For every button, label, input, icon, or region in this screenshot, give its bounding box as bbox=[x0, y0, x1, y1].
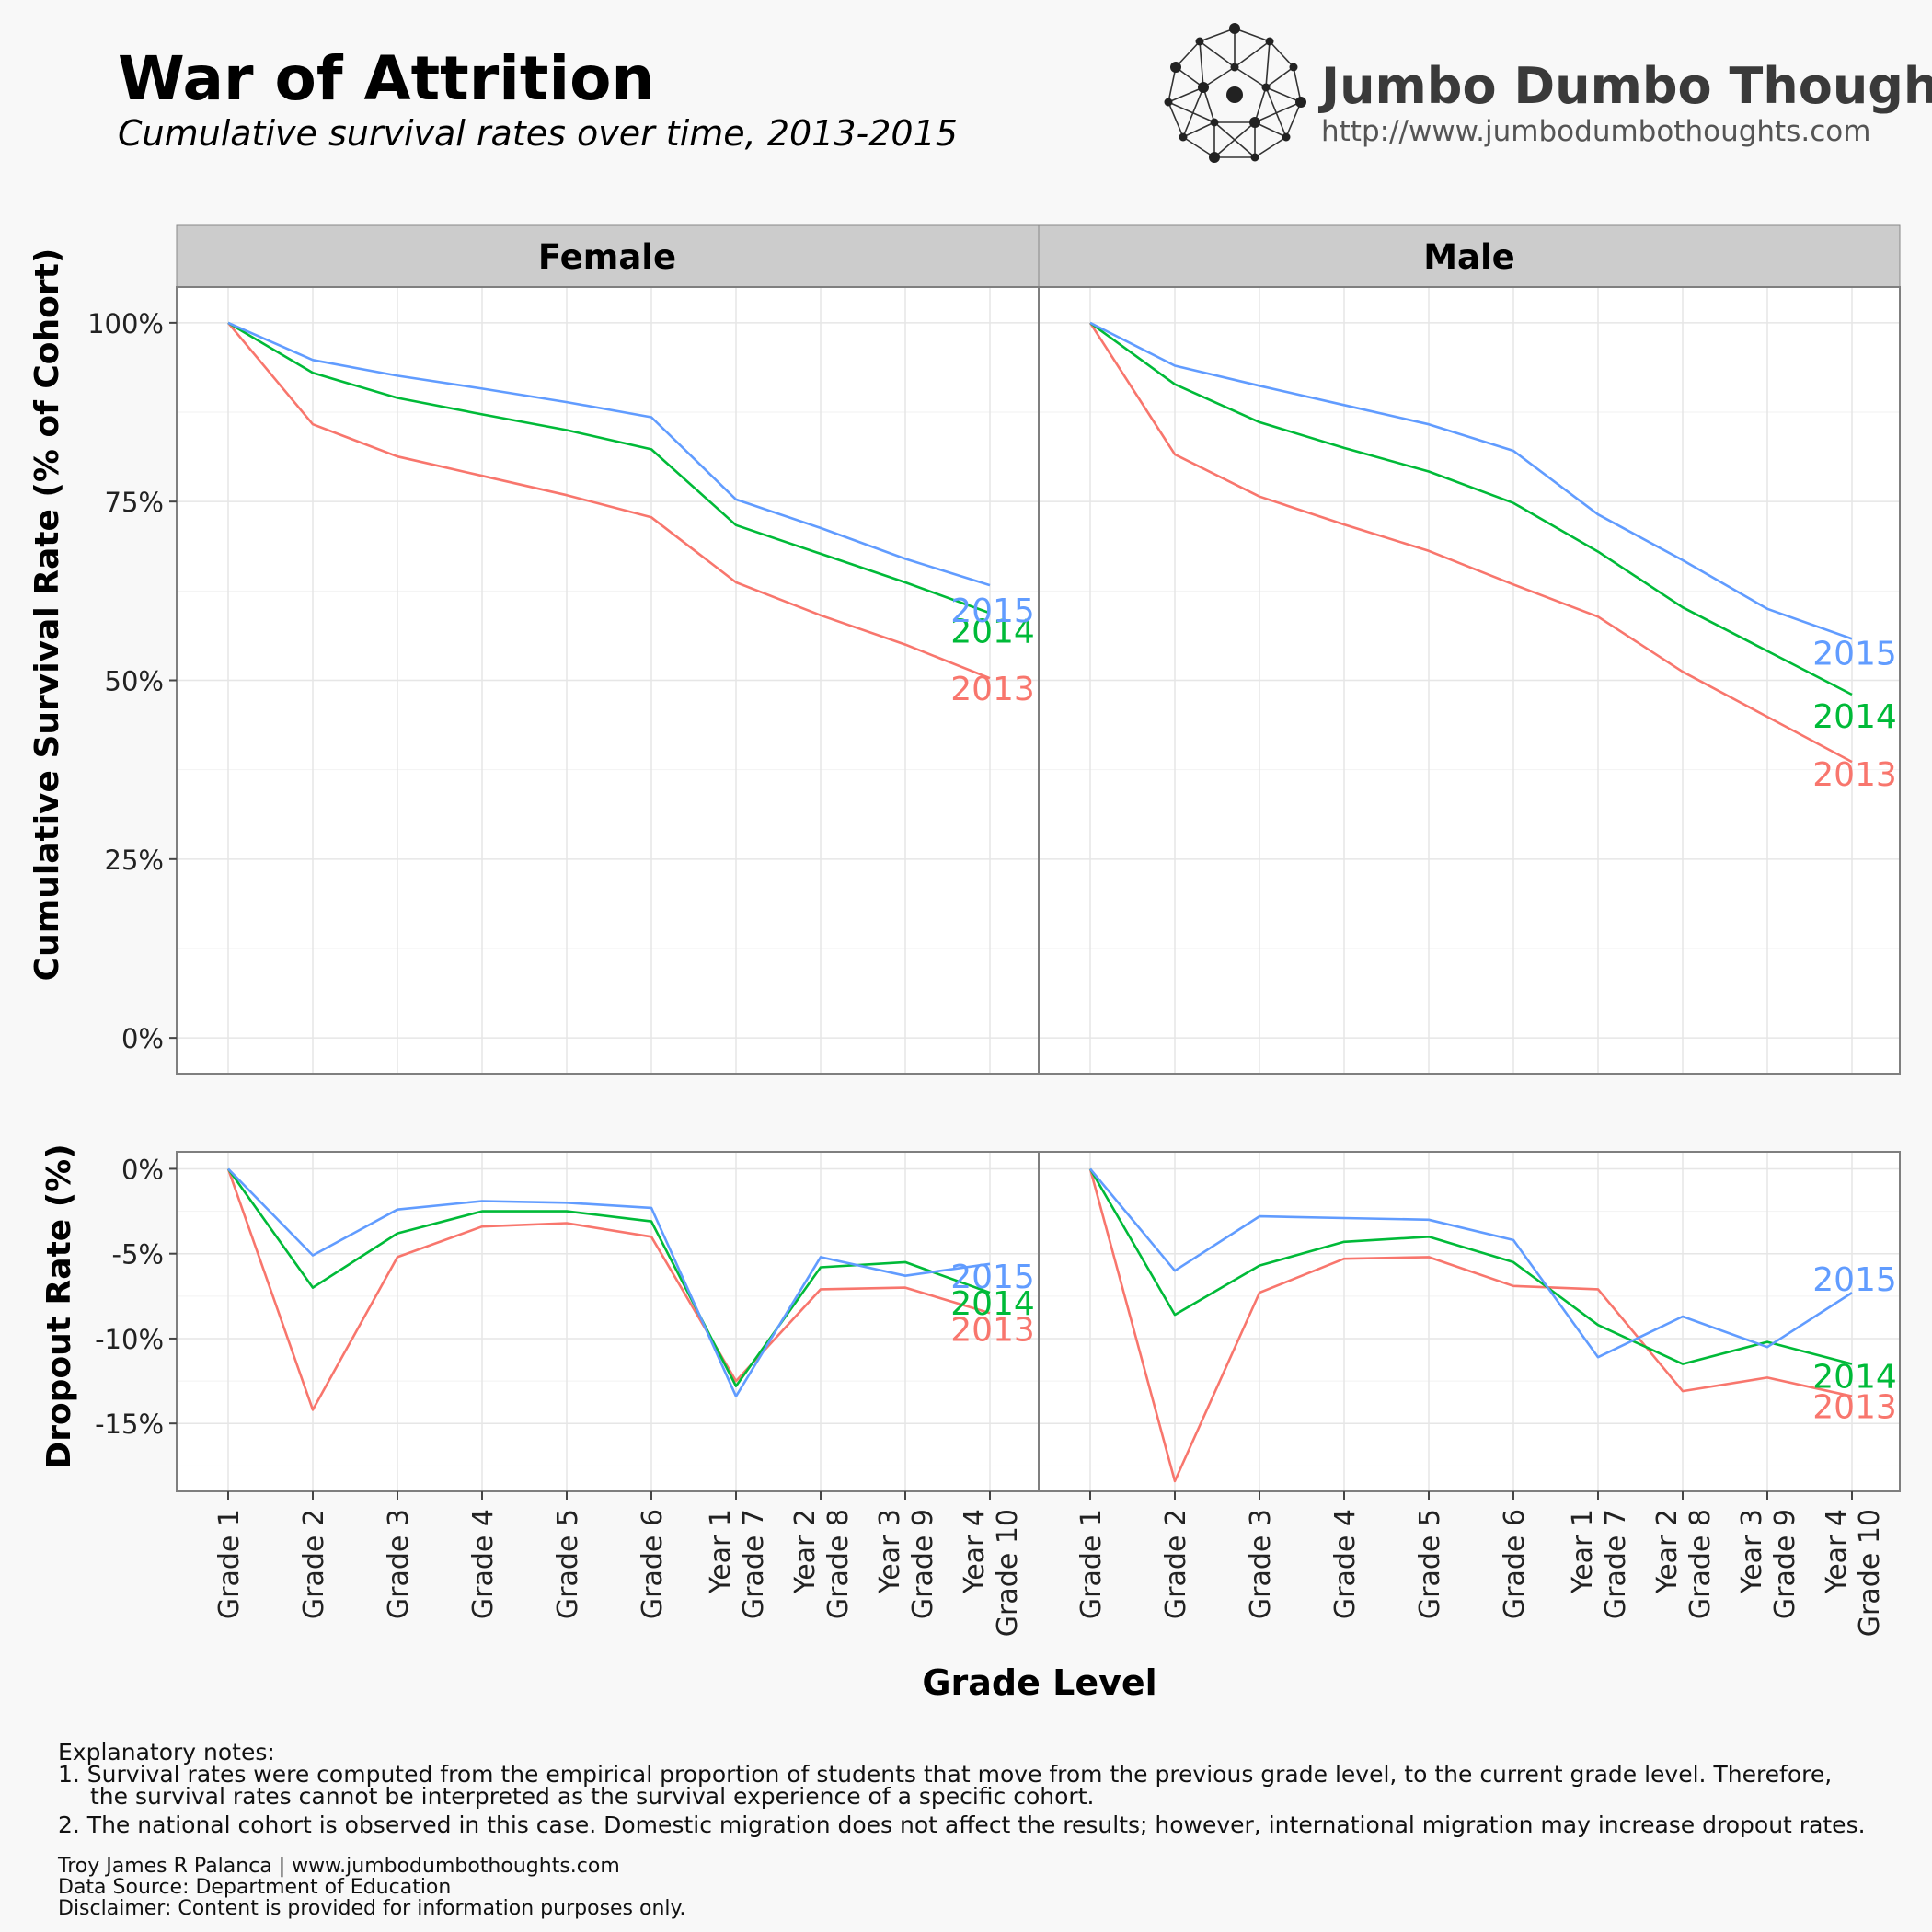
strip-female bbox=[176, 224, 1040, 288]
x-tick-label: Grade 4 bbox=[1329, 1509, 1362, 1619]
survival-panel-male: 2013 2014 2015 bbox=[1038, 286, 1901, 1075]
series-label-2013: 2013 bbox=[950, 1311, 1035, 1349]
x-tick-label: Grade 5 bbox=[552, 1509, 584, 1619]
dropout-panel-bg bbox=[177, 1152, 1039, 1491]
brand-url: http://www.jumbodumbothoughts.com bbox=[1321, 115, 1870, 148]
credit-disclaimer: Disclaimer: Content is provided for info… bbox=[58, 1897, 685, 1920]
brand-logo-icon bbox=[1164, 23, 1306, 163]
series-label-2014: 2014 bbox=[1812, 698, 1897, 736]
x-tick-label: Year 3Grade 9 bbox=[1736, 1509, 1801, 1619]
explanatory-notes: Explanatory notes: 1. Survival rates wer… bbox=[58, 1739, 1866, 1838]
x-tick-label: Year 1Grade 7 bbox=[1567, 1509, 1632, 1619]
strip-label-female: Female bbox=[538, 237, 676, 277]
series-label-2015: 2015 bbox=[1812, 1261, 1897, 1299]
notes-heading: Explanatory notes: bbox=[58, 1739, 275, 1765]
series-label-2014: 2014 bbox=[1812, 1359, 1897, 1397]
x-tick-label: Grade 4 bbox=[467, 1509, 500, 1619]
y-tick-label: 0% bbox=[121, 1023, 164, 1054]
brand-name: Jumbo Dumbo Thoughts bbox=[1317, 57, 1932, 115]
y-tick-label: -10% bbox=[95, 1324, 164, 1355]
x-tick-label: Grade 6 bbox=[1499, 1509, 1531, 1619]
note-1a: 1. Survival rates were computed from the… bbox=[58, 1761, 1832, 1788]
y-tick-label: -15% bbox=[95, 1409, 164, 1440]
series-line-2015 bbox=[227, 321, 991, 587]
x-tick-label: Year 2Grade 8 bbox=[1651, 1509, 1717, 1619]
y-tick-label: 0% bbox=[121, 1154, 164, 1185]
chart-title: War of Attrition bbox=[118, 43, 654, 114]
series-label-2014: 2014 bbox=[950, 1285, 1035, 1323]
x-tick-label: Grade 6 bbox=[637, 1509, 669, 1619]
series-line-2014 bbox=[1089, 321, 1853, 696]
y-tick-label: 100% bbox=[87, 308, 164, 339]
series-line-2014 bbox=[226, 1167, 991, 1387]
x-tick-label: Year 4Grade 10 bbox=[959, 1509, 1024, 1637]
x-tick-label: Year 2Grade 8 bbox=[789, 1509, 855, 1619]
credits: Troy James R Palanca | www.jumbodumbotho… bbox=[57, 1855, 685, 1920]
y-tick-label: 75% bbox=[105, 487, 164, 518]
series-label-2015: 2015 bbox=[950, 592, 1035, 630]
x-tick-label: Grade 3 bbox=[383, 1509, 415, 1619]
series-line-2013 bbox=[226, 1168, 991, 1411]
strip-label-male: Male bbox=[1423, 237, 1515, 277]
x-tick-label: Grade 1 bbox=[213, 1509, 246, 1619]
note-2: 2. The national cohort is observed in th… bbox=[58, 1811, 1866, 1838]
y-tick-label: -5% bbox=[112, 1239, 164, 1271]
series-line-2013 bbox=[1088, 1168, 1853, 1483]
strip-male bbox=[1038, 224, 1901, 288]
series-label-2013: 2013 bbox=[950, 671, 1035, 708]
series-label-2013: 2013 bbox=[1812, 756, 1897, 794]
y-tick-label: 50% bbox=[105, 666, 164, 697]
series-line-2014 bbox=[227, 321, 991, 615]
series-line-2015 bbox=[1089, 1167, 1853, 1359]
x-tick-label: Grade 2 bbox=[1160, 1509, 1192, 1619]
series-line-2015 bbox=[1089, 321, 1853, 640]
panel-border bbox=[1038, 1151, 1901, 1492]
chart-subtitle: Cumulative survival rates over time, 201… bbox=[118, 113, 958, 154]
credit-author: Troy James R Palanca | www.jumbodumbotho… bbox=[57, 1855, 620, 1878]
survival-y-axis-title: Cumulative Survival Rate (% of Cohort) bbox=[29, 248, 66, 982]
x-tick-label: Grade 3 bbox=[1245, 1509, 1277, 1619]
x-tick-label: Year 3Grade 9 bbox=[874, 1509, 939, 1619]
series-label-2014: 2014 bbox=[950, 613, 1035, 650]
x-axis-title: Grade Level bbox=[922, 1662, 1156, 1703]
note-1b: the survival rates cannot be interpreted… bbox=[90, 1783, 1094, 1810]
series-label-2015: 2015 bbox=[950, 1259, 1035, 1296]
dropout-y-axis-title: Dropout Rate (%) bbox=[40, 1144, 78, 1468]
series-line-2013 bbox=[1088, 322, 1853, 764]
x-tick-label: Grade 1 bbox=[1075, 1509, 1108, 1619]
series-line-2014 bbox=[1088, 1167, 1853, 1365]
series-line-2015 bbox=[227, 1167, 991, 1397]
x-tick-label: Grade 2 bbox=[298, 1509, 330, 1619]
panel-border bbox=[1038, 286, 1901, 1075]
series-line-2013 bbox=[227, 322, 991, 680]
y-tick-label: 25% bbox=[105, 845, 164, 876]
x-tick-label: Grade 5 bbox=[1414, 1509, 1446, 1619]
x-tick-label: Year 4Grade 10 bbox=[1821, 1509, 1886, 1637]
credit-source: Data Source: Department of Education bbox=[58, 1876, 451, 1899]
series-label-2013: 2013 bbox=[1812, 1389, 1897, 1427]
series-label-2015: 2015 bbox=[1812, 635, 1897, 673]
dropout-panel-bg bbox=[1039, 1152, 1900, 1491]
x-tick-label: Year 1Grade 7 bbox=[705, 1509, 770, 1619]
